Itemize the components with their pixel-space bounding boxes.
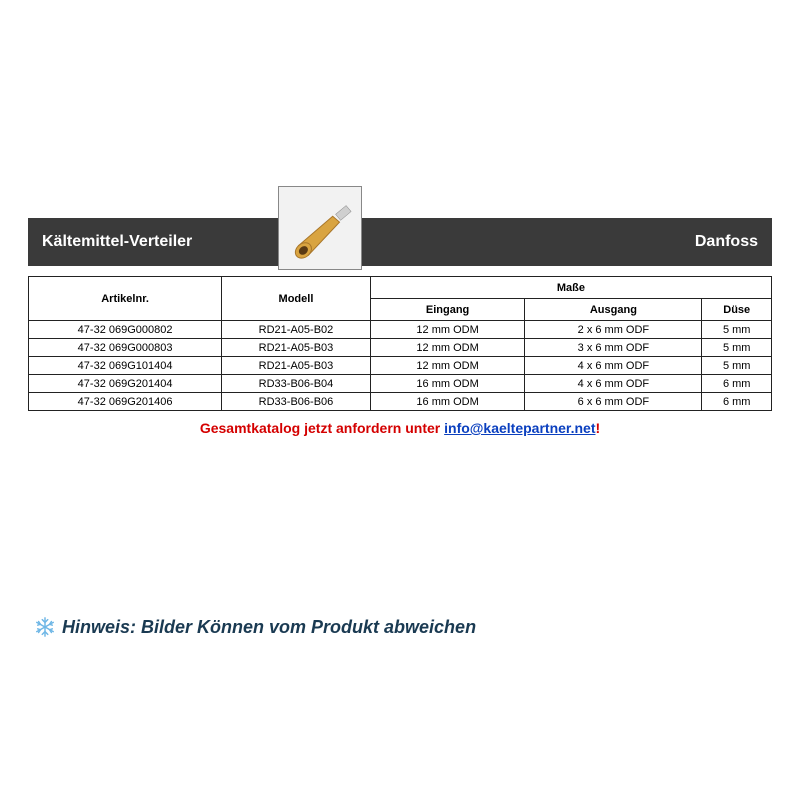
cell-ausgang: 4 x 6 mm ODF xyxy=(525,375,702,393)
cell-artikel: 47-32 069G000803 xyxy=(29,339,222,357)
main-content: Kältemittel-Verteiler Danfoss Artikelnr.… xyxy=(28,218,772,411)
col-duese: Düse xyxy=(702,299,772,321)
cell-ausgang: 6 x 6 mm ODF xyxy=(525,393,702,411)
cell-eingang: 12 mm ODM xyxy=(370,321,525,339)
catalog-suffix: ! xyxy=(595,420,600,436)
catalog-prefix: Gesamtkatalog jetzt anfordern unter xyxy=(200,420,444,436)
col-modell: Modell xyxy=(222,277,371,321)
brand-name: Danfoss xyxy=(695,233,758,251)
table-header: Artikelnr. Modell Maße Eingang Ausgang D… xyxy=(29,277,772,321)
table-row: 47-32 069G000802 RD21-A05-B02 12 mm ODM … xyxy=(29,321,772,339)
catalog-email-link[interactable]: info@kaeltepartner.net xyxy=(444,420,595,436)
cell-artikel: 47-32 069G201404 xyxy=(29,375,222,393)
table-row: 47-32 069G201406 RD33-B06-B06 16 mm ODM … xyxy=(29,393,772,411)
cell-duese: 6 mm xyxy=(702,393,772,411)
product-spec-table: Artikelnr. Modell Maße Eingang Ausgang D… xyxy=(28,276,772,411)
cell-artikel: 47-32 069G201406 xyxy=(29,393,222,411)
cell-duese: 5 mm xyxy=(702,321,772,339)
cell-eingang: 12 mm ODM xyxy=(370,357,525,375)
cell-ausgang: 4 x 6 mm ODF xyxy=(525,357,702,375)
cell-duese: 5 mm xyxy=(702,357,772,375)
col-masse: Maße xyxy=(370,277,771,299)
cell-ausgang: 2 x 6 mm ODF xyxy=(525,321,702,339)
snowflake-icon xyxy=(34,616,56,638)
cell-artikel: 47-32 069G101404 xyxy=(29,357,222,375)
catalog-request-line: Gesamtkatalog jetzt anfordern unter info… xyxy=(0,420,800,436)
table-row: 47-32 069G201404 RD33-B06-B04 16 mm ODM … xyxy=(29,375,772,393)
col-eingang: Eingang xyxy=(370,299,525,321)
col-artikelnr: Artikelnr. xyxy=(29,277,222,321)
cell-ausgang: 3 x 6 mm ODF xyxy=(525,339,702,357)
cell-modell: RD21-A05-B03 xyxy=(222,357,371,375)
table-row: 47-32 069G101404 RD21-A05-B03 12 mm ODM … xyxy=(29,357,772,375)
category-header-bar: Kältemittel-Verteiler Danfoss xyxy=(28,218,772,266)
cell-artikel: 47-32 069G000802 xyxy=(29,321,222,339)
image-disclaimer: Hinweis: Bilder Können vom Produkt abwei… xyxy=(34,616,476,638)
cell-modell: RD33-B06-B06 xyxy=(222,393,371,411)
cell-modell: RD33-B06-B04 xyxy=(222,375,371,393)
cell-eingang: 12 mm ODM xyxy=(370,339,525,357)
cell-eingang: 16 mm ODM xyxy=(370,393,525,411)
distributor-cone-icon xyxy=(279,186,361,270)
col-ausgang: Ausgang xyxy=(525,299,702,321)
cell-duese: 6 mm xyxy=(702,375,772,393)
category-title: Kältemittel-Verteiler xyxy=(42,233,192,251)
disclaimer-text: Hinweis: Bilder Können vom Produkt abwei… xyxy=(62,617,476,638)
cell-eingang: 16 mm ODM xyxy=(370,375,525,393)
cell-duese: 5 mm xyxy=(702,339,772,357)
table-row: 47-32 069G000803 RD21-A05-B03 12 mm ODM … xyxy=(29,339,772,357)
cell-modell: RD21-A05-B02 xyxy=(222,321,371,339)
cell-modell: RD21-A05-B03 xyxy=(222,339,371,357)
table-body: 47-32 069G000802 RD21-A05-B02 12 mm ODM … xyxy=(29,321,772,411)
product-image-thumbnail xyxy=(278,186,362,270)
